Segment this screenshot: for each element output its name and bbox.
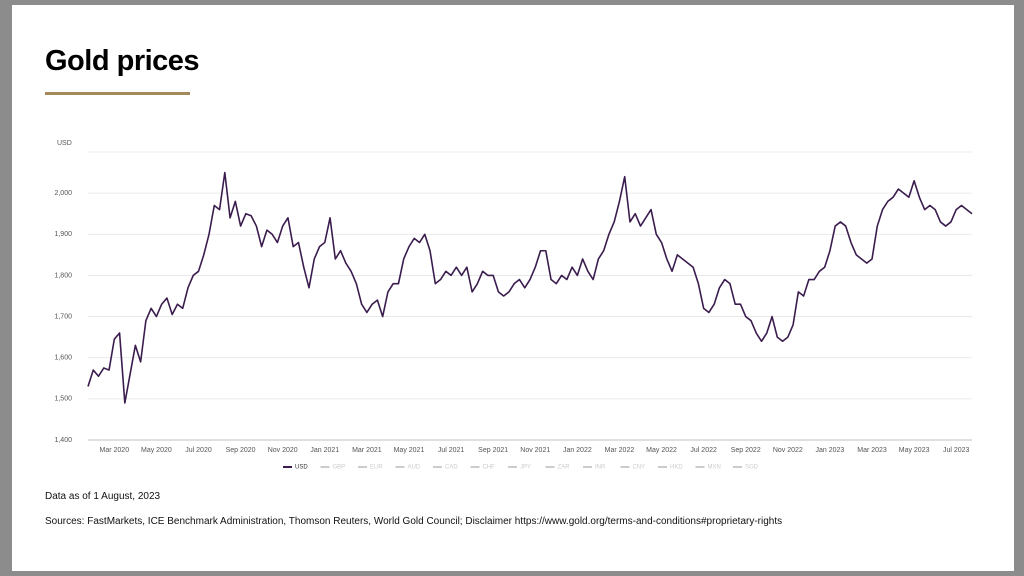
y-tick-label: 2,000 <box>54 190 72 197</box>
x-tick-label: Mar 2023 <box>857 447 887 454</box>
legend-label: INR <box>595 465 606 471</box>
legend-label: ZAR <box>558 465 571 471</box>
y-tick-label: 1,500 <box>54 396 72 403</box>
x-tick-label: Jan 2021 <box>310 447 339 454</box>
slide: Gold prices Data as of 1 August, 2023 So… <box>12 5 1014 571</box>
legend-label: EUR <box>370 465 383 471</box>
x-tick-label: Nov 2021 <box>520 447 550 454</box>
title-rule <box>45 92 190 95</box>
slide-title: Gold prices <box>45 45 200 77</box>
sources-note: Sources: FastMarkets, ICE Benchmark Admi… <box>45 516 783 527</box>
x-tick-label: Nov 2022 <box>773 447 803 454</box>
x-tick-label: Mar 2020 <box>100 447 130 454</box>
legend-label: CHF <box>483 465 496 471</box>
x-tick-label: Mar 2022 <box>605 447 635 454</box>
legend-label: GBP <box>333 465 346 471</box>
x-tick-label: Sep 2022 <box>731 447 761 454</box>
x-tick-label: May 2020 <box>141 447 172 454</box>
x-tick-label: Jan 2023 <box>816 447 845 454</box>
y-tick-label: 1,900 <box>54 231 72 238</box>
legend-label: HKD <box>670 465 683 471</box>
y-tick-label: 1,400 <box>54 437 72 444</box>
legend-label: CAD <box>445 465 458 471</box>
x-tick-label: Mar 2021 <box>352 447 382 454</box>
y-tick-label: 1,700 <box>54 313 72 320</box>
legend-label: SGD <box>745 465 759 471</box>
legend-label: JPY <box>520 465 531 471</box>
x-tick-label: May 2023 <box>899 447 930 454</box>
x-tick-label: Sep 2020 <box>226 447 256 454</box>
legend-label: CNY <box>633 465 646 471</box>
x-tick-label: Jul 2020 <box>185 447 212 454</box>
x-tick-label: May 2022 <box>646 447 677 454</box>
price-line <box>87 171 973 404</box>
legend-label: AUD <box>408 465 421 471</box>
x-tick-label: Jul 2021 <box>438 447 465 454</box>
x-tick-label: Sep 2021 <box>478 447 508 454</box>
data-note: Data as of 1 August, 2023 <box>45 491 161 502</box>
legend-label: MXN <box>708 465 721 471</box>
y-axis-label: USD <box>57 140 72 147</box>
x-tick-label: Jan 2022 <box>563 447 592 454</box>
x-tick-label: Nov 2020 <box>268 447 298 454</box>
x-tick-label: Jul 2023 <box>943 447 970 454</box>
y-tick-label: 1,800 <box>54 272 72 279</box>
legend-label: USD <box>295 465 308 471</box>
y-tick-label: 1,600 <box>54 355 72 362</box>
x-tick-label: May 2021 <box>394 447 425 454</box>
x-tick-label: Jul 2022 <box>690 447 717 454</box>
